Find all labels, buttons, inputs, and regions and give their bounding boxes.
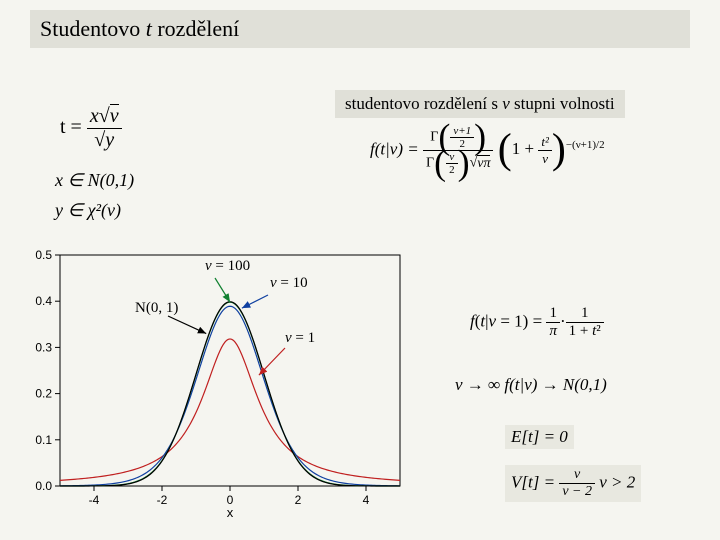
t-formula: t = x√ν√y: [60, 105, 122, 152]
eq-mean: E[t] = 0: [505, 425, 574, 449]
svg-text:0.1: 0.1: [35, 433, 52, 447]
eq-nu1: f(t|ν = 1) = 1π·11 + t²: [470, 305, 604, 340]
svg-text:-2: -2: [157, 493, 168, 507]
svg-text:0.5: 0.5: [35, 248, 52, 262]
svg-text:4: 4: [363, 493, 370, 507]
svg-text:2: 2: [295, 493, 302, 507]
x-dist: x ∈ N(0,1): [55, 170, 134, 191]
eq-limit: ν → ∞ f(t|ν) → N(0,1): [455, 375, 607, 395]
pdf-formula: f(t|ν) = Γ(ν+12) Γ(ν2)√νπ (1 + t²ν)−(ν+1…: [370, 125, 605, 176]
svg-text:0.2: 0.2: [35, 387, 52, 401]
svg-text:0.3: 0.3: [35, 340, 52, 354]
distribution-chart: -4-20240.00.10.20.30.40.5x: [20, 245, 410, 521]
y-dist: y ∈ χ²(ν): [55, 200, 121, 221]
svg-text:x: x: [227, 505, 234, 520]
subtitle: studentovo rozdělení s ν stupni volnosti: [335, 90, 625, 118]
svg-text:-4: -4: [89, 493, 100, 507]
eq-var: V[t] = νν − 2 ν > 2: [505, 465, 641, 502]
svg-text:0.0: 0.0: [35, 479, 52, 493]
page-title: Studentovo t rozdělení: [30, 10, 690, 48]
svg-text:0.4: 0.4: [35, 294, 52, 308]
